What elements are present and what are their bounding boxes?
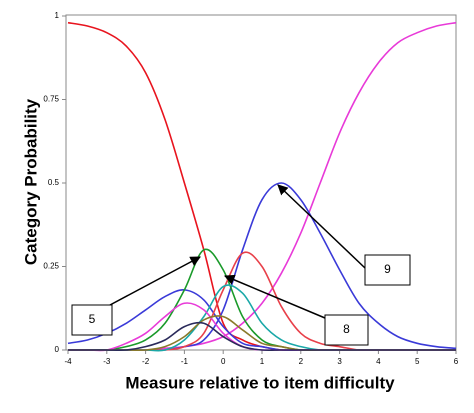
arrow: [109, 256, 201, 306]
x-axis-title: Measure relative to item difficulty: [125, 373, 395, 392]
y-tick-label: 0.25: [43, 262, 59, 271]
series-line: [68, 21, 457, 351]
x-tick-label: 1: [260, 357, 265, 366]
x-tick-label: -2: [142, 357, 150, 366]
y-tick-label: 0.5: [48, 178, 60, 187]
annotation-box: [71, 304, 113, 336]
x-tick-label: -1: [181, 357, 189, 366]
x-tick-label: 4: [376, 357, 381, 366]
plot-frame: [65, 14, 457, 351]
x-tick-label: 3: [337, 357, 342, 366]
arrow: [277, 184, 366, 269]
annotation: 8: [343, 322, 350, 336]
y-axis-title: Category Probability: [21, 98, 40, 265]
series-line: [68, 315, 456, 352]
x-tick-label: 5: [415, 357, 420, 366]
annotation-box: [364, 254, 411, 286]
series-line: [68, 321, 456, 352]
x-tick-label: 2: [299, 357, 304, 366]
annotation-box: [324, 314, 369, 346]
x-tick-label: -3: [103, 357, 111, 366]
x-tick-label: 0: [221, 357, 226, 366]
x-tick-label: -4: [64, 357, 72, 366]
y-tick-label: 0.75: [43, 95, 59, 104]
annotation: 5: [89, 312, 96, 326]
y-tick-label: 0: [55, 345, 60, 354]
series-line: [67, 21, 456, 352]
annotation: 9: [384, 262, 391, 276]
series-line: [67, 289, 456, 352]
x-tick-label: 6: [454, 357, 459, 366]
arrow: [224, 274, 326, 319]
y-tick-label: 1: [55, 11, 60, 20]
